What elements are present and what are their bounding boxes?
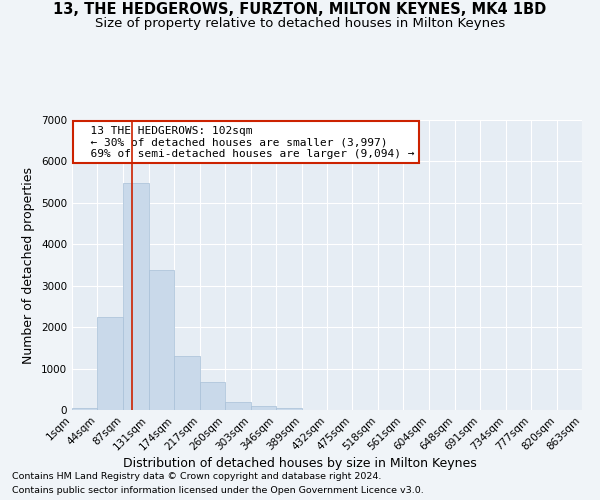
Text: Size of property relative to detached houses in Milton Keynes: Size of property relative to detached ho…	[95, 18, 505, 30]
Text: Contains HM Land Registry data © Crown copyright and database right 2024.: Contains HM Land Registry data © Crown c…	[12, 472, 382, 481]
Bar	[251, 406, 276, 410]
Bar	[200, 382, 225, 410]
Text: 13 THE HEDGEROWS: 102sqm
  ← 30% of detached houses are smaller (3,997)
  69% of: 13 THE HEDGEROWS: 102sqm ← 30% of detach…	[77, 126, 415, 159]
Y-axis label: Number of detached properties: Number of detached properties	[22, 166, 35, 364]
Text: Contains public sector information licensed under the Open Government Licence v3: Contains public sector information licen…	[12, 486, 424, 495]
Text: Distribution of detached houses by size in Milton Keynes: Distribution of detached houses by size …	[123, 458, 477, 470]
Bar	[97, 317, 123, 410]
Bar	[72, 408, 97, 410]
Bar	[123, 183, 149, 410]
Bar	[225, 402, 251, 410]
Bar	[149, 270, 175, 410]
Text: 13, THE HEDGEROWS, FURZTON, MILTON KEYNES, MK4 1BD: 13, THE HEDGEROWS, FURZTON, MILTON KEYNE…	[53, 2, 547, 18]
Bar	[175, 356, 200, 410]
Bar	[276, 408, 302, 410]
